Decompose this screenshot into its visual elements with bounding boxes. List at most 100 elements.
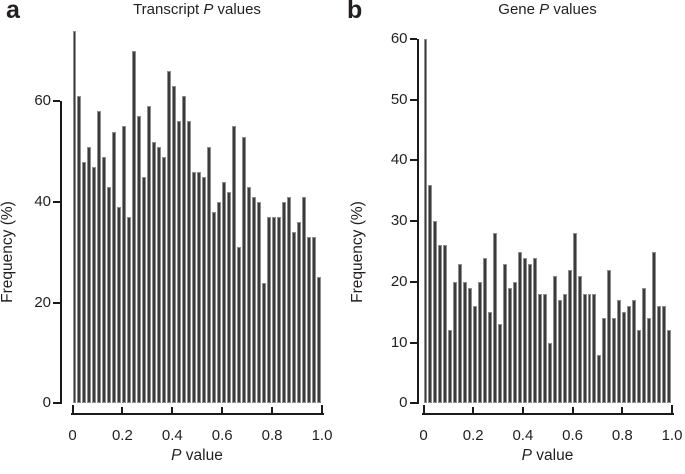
histogram-bar — [317, 277, 321, 404]
histogram-bar — [537, 294, 542, 404]
x-tick-label: 0.8 — [261, 427, 283, 444]
histogram-bar — [443, 245, 448, 404]
histogram-bar — [287, 196, 292, 404]
histogram-bar — [483, 257, 488, 404]
x-tick-label: 0.6 — [562, 427, 584, 444]
histogram-bar — [112, 131, 117, 404]
x-tick-label: 0.4 — [161, 427, 183, 444]
x-tick-label: 1.0 — [661, 427, 683, 444]
x-axis-line — [422, 412, 674, 415]
panel-b-title: Gene P values — [423, 1, 672, 18]
histogram-bar — [102, 156, 107, 404]
y-axis-tick — [409, 159, 417, 162]
histogram-bar — [127, 217, 132, 404]
x-axis-tick — [671, 404, 673, 413]
histogram-bar — [602, 318, 607, 404]
histogram-bar — [423, 38, 428, 404]
histogram-bar — [527, 263, 532, 404]
y-axis-tick — [53, 402, 60, 405]
histogram-bar — [562, 294, 567, 404]
x-tick-label: 0.6 — [211, 427, 233, 444]
histogram-bar — [292, 232, 297, 404]
y-tick-label: 10 — [390, 333, 408, 351]
y-axis-tick — [409, 341, 417, 344]
histogram-bar — [637, 330, 642, 404]
histogram-bar — [612, 318, 617, 404]
title-italic-p: P — [203, 1, 214, 18]
histogram-bar — [282, 201, 287, 404]
y-tick-label: 40 — [390, 151, 408, 169]
y-tick-label: 60 — [390, 29, 408, 47]
histogram-bar — [463, 281, 468, 404]
x-tick-label: 0 — [68, 427, 77, 444]
y-axis-tick — [409, 220, 417, 223]
histogram-bar — [272, 217, 277, 404]
histogram-bar — [468, 287, 473, 404]
histogram-bar — [72, 30, 77, 404]
y-axis-tick — [409, 280, 417, 283]
xlabel-text: value — [531, 447, 574, 464]
x-tick-label: 0.2 — [111, 427, 133, 444]
histogram-bar — [522, 257, 527, 404]
histogram-bar — [202, 176, 207, 404]
histogram-bar — [307, 237, 311, 404]
y-tick-label: 0 — [42, 394, 51, 412]
histogram-bar — [277, 217, 282, 404]
histogram-bar — [647, 318, 652, 404]
histogram-bar — [257, 201, 262, 404]
histogram-bar — [207, 146, 212, 404]
x-tick-label: 1.0 — [311, 427, 333, 444]
histogram-bar — [498, 324, 503, 404]
histogram-bar — [87, 146, 92, 404]
histogram-bar — [552, 275, 557, 404]
panel-b-letter: b — [347, 0, 363, 24]
histogram-bar — [657, 306, 662, 404]
histogram-bar — [458, 263, 463, 404]
y-tick-label: 40 — [34, 192, 51, 210]
histogram-bar — [632, 300, 637, 404]
panel-a-title: Transcript P values — [72, 1, 322, 18]
histogram-bar — [187, 121, 192, 404]
x-axis-tick — [221, 406, 224, 413]
x-tick-label: 0 — [419, 427, 428, 444]
histogram-bar — [92, 166, 97, 404]
histogram-bar — [137, 116, 142, 404]
histogram-bar — [197, 171, 202, 404]
histogram-bar — [182, 96, 187, 404]
title-italic-p: P — [539, 1, 550, 18]
y-axis-tick — [53, 301, 60, 304]
histogram-bar — [532, 257, 537, 404]
x-tick-label: 0.4 — [512, 427, 534, 444]
histogram-bar — [237, 247, 242, 404]
histogram-bar — [642, 287, 647, 404]
histogram-bar — [622, 312, 627, 404]
histogram-bar — [592, 294, 597, 404]
x-axis-tick — [271, 406, 274, 413]
panel-a-letter: a — [6, 0, 20, 24]
y-tick-label: 0 — [399, 394, 408, 412]
histogram-bar — [242, 136, 247, 404]
y-axis-tick — [53, 200, 60, 203]
histogram-bar — [167, 71, 172, 404]
histogram-bar — [607, 269, 612, 404]
histogram-bar — [152, 141, 157, 404]
histogram-bar — [297, 222, 302, 404]
histogram-bar — [157, 146, 162, 404]
histogram-bar — [302, 196, 307, 404]
y-tick-label: 20 — [34, 293, 51, 311]
histogram-bar — [247, 186, 252, 404]
y-tick-label: 60 — [34, 92, 51, 110]
x-tick-label: 0.8 — [611, 427, 633, 444]
histogram-bar — [572, 233, 577, 404]
histogram-bar — [227, 191, 232, 404]
histogram-bar — [262, 282, 267, 404]
histogram-bar — [542, 294, 547, 404]
histogram-bar — [212, 212, 217, 404]
histogram-bar — [147, 106, 152, 404]
histogram-bar — [667, 330, 671, 404]
histogram-bar — [547, 342, 552, 404]
histogram-bar — [478, 281, 483, 404]
histogram-bar — [192, 171, 197, 404]
xlabel-italic-p: P — [521, 447, 532, 464]
